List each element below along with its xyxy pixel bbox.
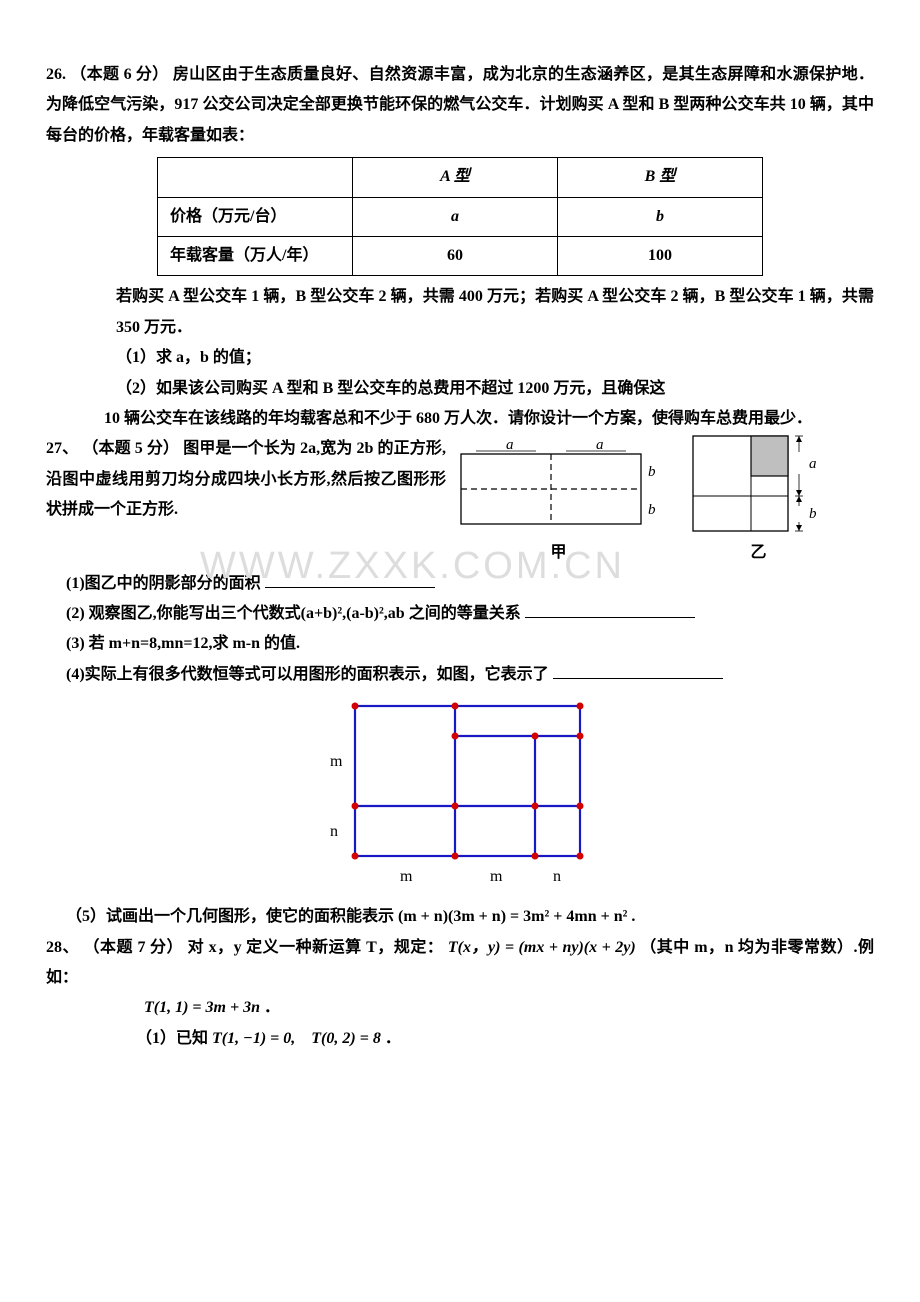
q27-sub4-text: (4)实际上有很多代数恒等式可以用图形的面积表示，如图，它表示了 xyxy=(66,666,549,683)
row1-label: 价格（万元/台） xyxy=(158,197,353,236)
label-m: m xyxy=(400,868,413,885)
q26-number: 26. xyxy=(46,66,66,83)
fig-jia: a a b b 甲 xyxy=(456,434,661,568)
row1-a: a xyxy=(353,197,558,236)
q27-sub2: (2) 观察图乙,你能写出三个代数式(a+b)²,(a-b)²,ab 之间的等量… xyxy=(46,599,874,629)
q27-points: （本题 5 分） xyxy=(82,440,179,457)
q28-text1-pre: 对 x，y 定义一种新运算 T，规定： xyxy=(188,939,444,956)
q27-sub4: (4)实际上有很多代数恒等式可以用图形的面积表示，如图，它表示了 xyxy=(46,660,874,690)
q27-row: 27、 （本题 5 分） 图甲是一个长为 2a,宽为 2b 的正方形,沿图中虚线… xyxy=(46,434,874,568)
q28-intro: 28、 （本题 7 分） 对 x，y 定义一种新运算 T，规定： T(x，y) … xyxy=(46,933,874,994)
label-b: b xyxy=(648,502,656,518)
q28-points: （本题 7 分） xyxy=(84,939,184,956)
q27-diagram-svg: m n m m n xyxy=(300,696,620,896)
blank-line xyxy=(525,601,695,618)
q26-text2: 若购买 A 型公交车 1 辆，B 型公交车 2 辆，共需 400 万元；若购买 … xyxy=(46,282,874,343)
q26-sub2a: （2）如果该公司购买 A 型和 B 型公交车的总费用不超过 1200 万元，且确… xyxy=(46,374,874,404)
label-a: a xyxy=(809,456,817,472)
fig-yi: a b 乙 xyxy=(691,434,826,568)
row2-label: 年载客量（万人/年） xyxy=(158,236,353,275)
q27-intro: 27、 （本题 5 分） 图甲是一个长为 2a,宽为 2b 的正方形,沿图中虚线… xyxy=(46,434,446,525)
label-n: n xyxy=(330,823,338,840)
q26-text1: 房山区由于生态质量良好、自然资源丰富，成为北京的生态涵养区，是其生态屏障和水源保… xyxy=(46,66,874,144)
label-a: a xyxy=(596,437,604,453)
q28-text1-post: ． xyxy=(264,999,280,1016)
q26-points: （本题 6 分） xyxy=(70,66,168,83)
row1-b: b xyxy=(558,197,763,236)
q27-number: 27、 xyxy=(46,440,78,457)
label-n: n xyxy=(553,868,561,885)
q28-formula2: T(1, 1) = 3m + 3n xyxy=(144,999,260,1016)
q28-sub1-f1: T(1, −1) = 0, xyxy=(212,1030,295,1047)
label-m: m xyxy=(330,753,343,770)
q28-line2: T(1, 1) = 3m + 3n ． xyxy=(46,993,874,1023)
q26-sub2b: 10 辆公交车在该线路的年均载客总和不少于 680 万人次．请你设计一个方案，使… xyxy=(46,404,874,434)
fig-yi-svg: a b xyxy=(691,434,826,534)
q27-diagram: m n m m n xyxy=(46,696,874,896)
blank-line xyxy=(553,662,723,679)
q28-sub1-pre: （1）已知 xyxy=(136,1030,208,1047)
q26-sub1: （1）求 a，b 的值； xyxy=(46,343,874,373)
q26-intro: 26. （本题 6 分） 房山区由于生态质量良好、自然资源丰富，成为北京的生态涵… xyxy=(46,60,874,151)
label-b: b xyxy=(648,464,656,480)
table-row: 价格（万元/台） a b xyxy=(158,197,763,236)
q28-sub1: （1）已知 T(1, −1) = 0, T(0, 2) = 8 ． xyxy=(46,1024,874,1054)
q27-sub5-formula: (m + n)(3m + n) = 3m² + 4mn + n² xyxy=(398,908,627,925)
q27-sub5-post: . xyxy=(631,908,635,925)
q27-sub5-pre: （5）试画出一个几何图形，使它的面积能表示 xyxy=(66,908,394,925)
label-a: a xyxy=(506,437,514,453)
q27-sub1: (1)图乙中的阴影部分的面积 xyxy=(46,569,874,599)
label-m: m xyxy=(490,868,503,885)
q28-formula1: T(x，y) = (mx + ny)(x + 2y) xyxy=(448,939,636,956)
th-a: A 型 xyxy=(353,158,558,197)
table-row: A 型 B 型 xyxy=(158,158,763,197)
row2-a: 60 xyxy=(353,236,558,275)
q28-sub1-f2: T(0, 2) = 8 xyxy=(311,1030,381,1047)
q28-number: 28、 xyxy=(46,939,79,956)
fig-yi-label: 乙 xyxy=(750,538,766,568)
q27-sub5: （5）试画出一个几何图形，使它的面积能表示 (m + n)(3m + n) = … xyxy=(46,902,874,932)
fig-jia-svg: a a b b xyxy=(456,434,661,534)
q28-sub1-post: ． xyxy=(385,1030,401,1047)
q27-sub3: (3) 若 m+n=8,mn=12,求 m-n 的值. xyxy=(46,629,874,659)
table-row: 年载客量（万人/年） 60 100 xyxy=(158,236,763,275)
label-b: b xyxy=(809,506,817,522)
q27-sub2-text: (2) 观察图乙,你能写出三个代数式(a+b)²,(a-b)²,ab 之间的等量… xyxy=(66,605,521,622)
q27-sub1-text: (1)图乙中的阴影部分的面积 xyxy=(66,575,261,592)
th-b: B 型 xyxy=(558,158,763,197)
fig-jia-label: 甲 xyxy=(550,538,566,568)
q26-table: A 型 B 型 价格（万元/台） a b 年载客量（万人/年） 60 100 xyxy=(157,157,763,276)
blank-line xyxy=(265,571,435,588)
th-blank xyxy=(158,158,353,197)
row2-b: 100 xyxy=(558,236,763,275)
